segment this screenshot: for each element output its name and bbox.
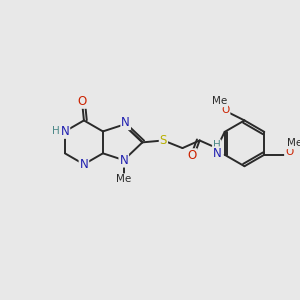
Text: O: O — [77, 95, 87, 108]
Text: O: O — [285, 147, 293, 157]
Text: O: O — [188, 149, 196, 162]
Text: Me: Me — [212, 96, 227, 106]
Text: N: N — [121, 116, 130, 129]
Text: N: N — [61, 125, 69, 138]
Text: Me: Me — [116, 174, 131, 184]
Text: S: S — [160, 134, 167, 147]
Text: H: H — [213, 140, 221, 150]
Text: N: N — [119, 154, 128, 166]
Text: O: O — [221, 105, 230, 115]
Text: H: H — [52, 126, 59, 136]
Text: N: N — [212, 147, 221, 160]
Text: N: N — [80, 158, 88, 171]
Text: Me: Me — [287, 138, 300, 148]
